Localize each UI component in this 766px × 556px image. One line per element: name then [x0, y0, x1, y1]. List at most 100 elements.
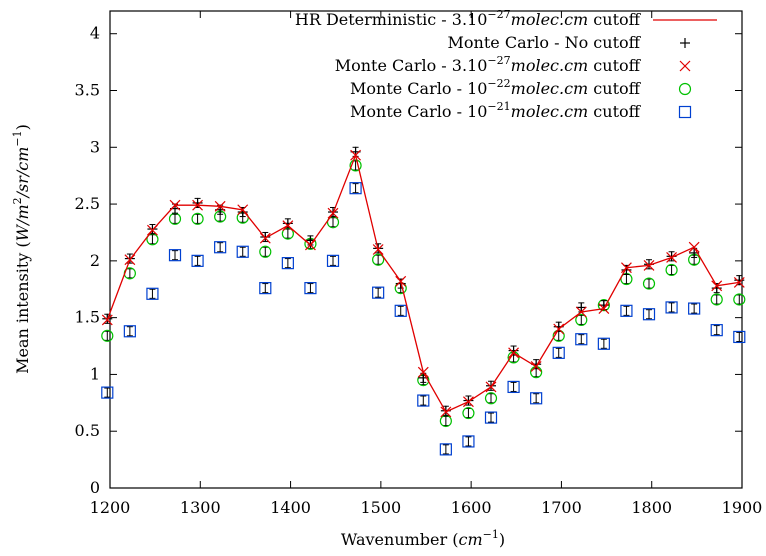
data-point — [327, 207, 339, 219]
data-point — [463, 395, 474, 406]
data-point-b — [395, 275, 407, 287]
data-point — [191, 254, 204, 267]
y-tick-label: 3.5 — [75, 81, 100, 100]
data-point — [147, 224, 158, 236]
data-point — [101, 386, 114, 399]
data-point-b — [733, 277, 745, 288]
data-point-b — [417, 366, 429, 378]
data-point-b — [282, 220, 294, 232]
data-point — [484, 392, 498, 405]
data-point — [733, 330, 746, 344]
data-point — [462, 406, 475, 420]
data-point — [711, 280, 723, 292]
legend-label-unit: molec.cm — [511, 102, 589, 121]
data-point — [168, 249, 182, 262]
data-point — [463, 396, 474, 408]
data-point — [439, 443, 452, 456]
data-point — [508, 347, 520, 359]
y-tick-label: 3 — [90, 137, 100, 156]
series-line — [106, 153, 740, 413]
data-point — [576, 302, 587, 313]
data-point-b — [666, 252, 678, 263]
data-point-b — [643, 259, 655, 271]
data-point — [417, 394, 430, 407]
data-point — [710, 293, 723, 306]
data-point — [282, 218, 293, 229]
data-point — [642, 277, 656, 290]
data-point — [349, 182, 362, 195]
data-point — [260, 232, 271, 243]
data-point — [733, 293, 746, 306]
legend-marker-swatch — [680, 38, 690, 48]
legend-label-exp: −27 — [487, 8, 510, 21]
plot-frame — [109, 10, 743, 489]
legend-label: Monte Carlo - 3.10−27molec.cm cutoff — [335, 54, 642, 75]
axes: 1200 1300 1400 1500 1600 1700 1800 1900 0 0.5 1 1.5… — [75, 10, 762, 517]
data-point-b — [169, 199, 181, 211]
data-point — [621, 262, 632, 274]
data-point-b — [147, 224, 158, 236]
legend-marker-swatch — [679, 60, 691, 72]
data-point — [575, 306, 587, 318]
data-point — [372, 253, 385, 266]
x-tick-label: 1500 — [360, 498, 401, 517]
data-point — [214, 241, 227, 254]
data-point — [101, 329, 114, 342]
legend-label: Monte Carlo - No cutoff — [448, 33, 642, 52]
data-point-b — [192, 199, 204, 211]
x-axis-title: Wavenumber (cm−1) — [341, 528, 505, 549]
legend-label-suffix: cutoff — [588, 10, 641, 29]
x-tick-label: 1600 — [451, 498, 492, 517]
data-point — [372, 286, 385, 299]
data-point-b — [124, 254, 136, 266]
data-point — [440, 406, 452, 418]
y-tick-label: 2.5 — [75, 194, 100, 213]
legend-label-exp: −21 — [487, 100, 510, 113]
legend-label-unit: molec.cm — [511, 79, 589, 98]
legend-label-suffix: cutoff — [588, 102, 641, 121]
data-point — [237, 207, 248, 218]
data-point — [326, 254, 340, 267]
data-point — [236, 245, 249, 258]
data-point — [281, 257, 294, 270]
legend-marker-swatch — [678, 105, 692, 119]
y-tick-label: 1 — [90, 364, 100, 383]
data-point — [123, 325, 136, 338]
data-point — [372, 244, 384, 255]
x-tick-label: 1300 — [180, 498, 221, 517]
data-point — [642, 308, 656, 321]
legend-label-text: Monte Carlo - No cutoff — [448, 33, 642, 52]
legend-label-exp: −27 — [487, 54, 510, 67]
y-tick-label: 2 — [90, 251, 100, 270]
data-point — [733, 277, 745, 288]
legend-label-suffix: cutoff — [588, 56, 641, 75]
data-point — [462, 435, 475, 448]
legend-label: Monte Carlo - 10−21molec.cm cutoff — [350, 100, 642, 121]
legend-label-unit: molec.cm — [511, 10, 589, 29]
y-tick-label: 1.5 — [75, 308, 100, 327]
data-point-b — [485, 381, 497, 393]
data-point — [575, 313, 588, 327]
data-point — [666, 252, 678, 263]
data-point — [710, 324, 723, 337]
data-point-b — [508, 347, 520, 359]
legend-label-text: Monte Carlo - 10 — [350, 102, 487, 121]
data-point — [124, 253, 135, 264]
y-tick-label: 0.5 — [75, 421, 100, 440]
data-point-b — [350, 149, 362, 161]
series-cross — [101, 149, 745, 418]
series-layer — [101, 146, 746, 456]
data-point — [688, 302, 701, 315]
data-point-b — [553, 323, 565, 335]
data-point-b — [214, 200, 226, 212]
data-point — [350, 149, 362, 161]
data-point — [530, 392, 543, 405]
legend-label: HR Deterministic - 3.10−27molec.cm cutof… — [295, 8, 642, 29]
data-point — [688, 241, 700, 253]
legend-marker-swatch-b — [679, 60, 691, 72]
legend-label-text: HR Deterministic - 3.10 — [295, 10, 488, 29]
data-point — [259, 232, 271, 244]
data-point-b — [259, 232, 271, 244]
x-tick-label: 1700 — [541, 498, 582, 517]
